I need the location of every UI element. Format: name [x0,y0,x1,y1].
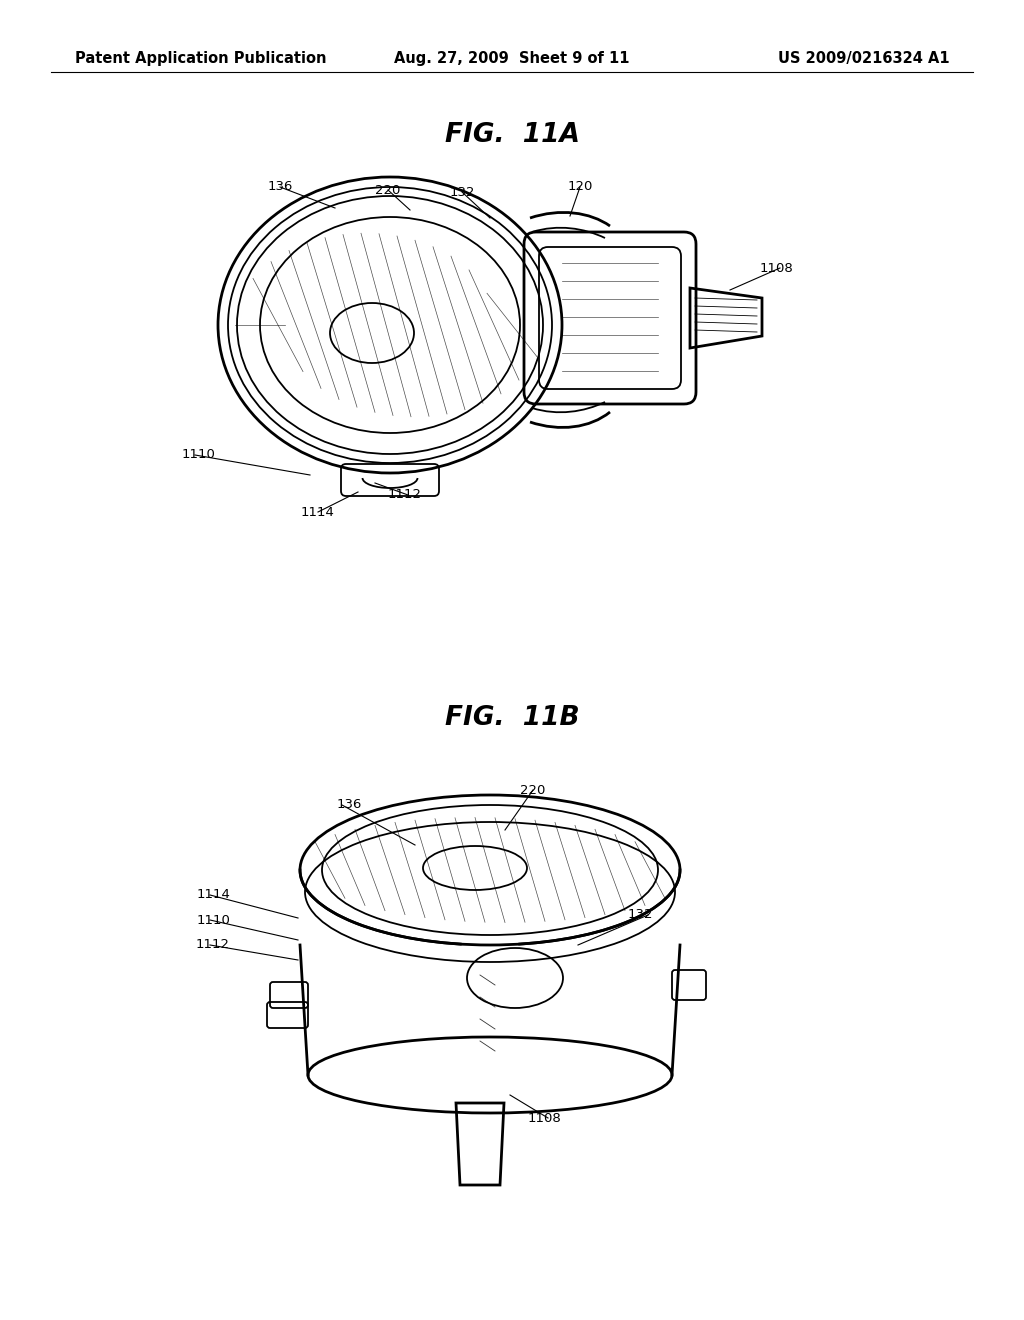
Text: 1114: 1114 [301,506,335,519]
Text: Patent Application Publication: Patent Application Publication [75,50,327,66]
Text: FIG.  11A: FIG. 11A [444,121,580,148]
Text: 1108: 1108 [528,1111,562,1125]
Text: Aug. 27, 2009  Sheet 9 of 11: Aug. 27, 2009 Sheet 9 of 11 [394,50,630,66]
Text: US 2009/0216324 A1: US 2009/0216324 A1 [778,50,950,66]
Text: 220: 220 [376,183,400,197]
Text: 132: 132 [450,186,475,198]
Text: 1112: 1112 [388,488,422,502]
Text: 1110: 1110 [181,449,215,462]
Text: 1112: 1112 [196,939,230,952]
Text: 1110: 1110 [197,913,230,927]
Text: 136: 136 [267,181,293,194]
Text: 132: 132 [628,908,653,921]
Text: 120: 120 [567,181,593,194]
Text: 1108: 1108 [760,261,794,275]
Text: 136: 136 [337,799,362,812]
Text: 220: 220 [520,784,546,796]
Text: FIG.  11B: FIG. 11B [444,705,580,731]
Text: 1114: 1114 [197,888,230,902]
